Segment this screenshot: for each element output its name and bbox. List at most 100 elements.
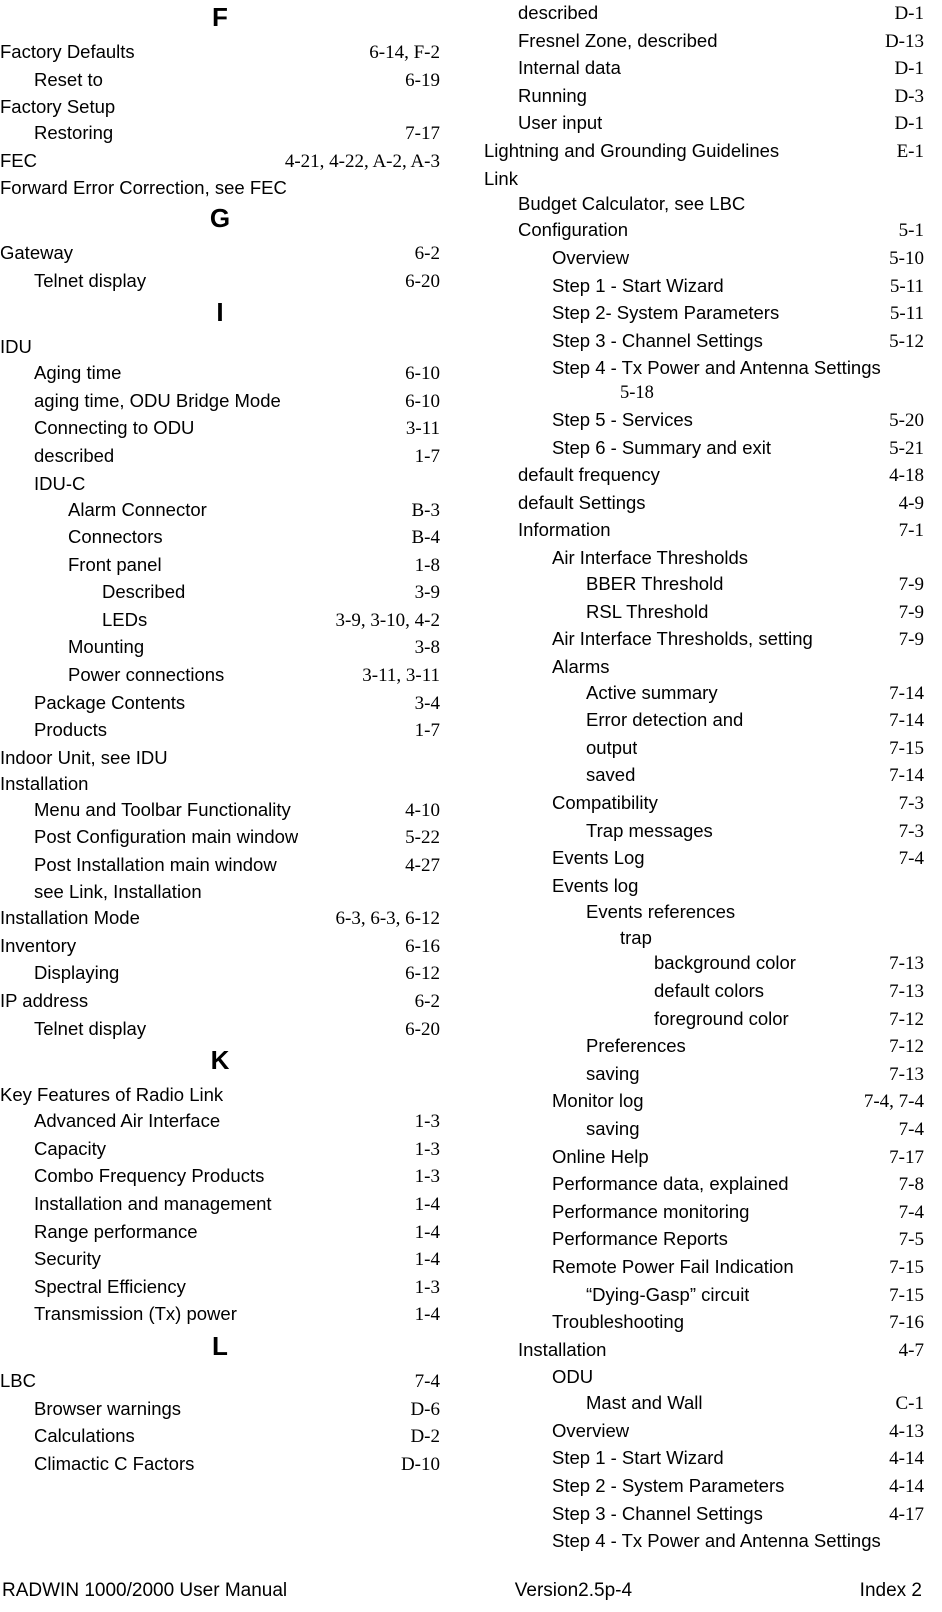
index-entry: output7-15: [484, 735, 924, 763]
index-entry-pageref: 5-12: [879, 329, 924, 356]
index-entry: Step 4 - Tx Power and Antenna Settings: [484, 1528, 924, 1554]
index-entry-pageref: 7-14: [879, 763, 924, 790]
index-entry-label: Capacity: [0, 1136, 106, 1162]
section-letter: F: [0, 2, 440, 33]
index-entry-pageref: 6-2: [405, 989, 440, 1016]
index-entry-pageref: B-4: [402, 525, 441, 552]
index-entry-pageref: 7-4: [405, 1369, 440, 1396]
index-entry-pageref: 6-3, 6-3, 6-12: [326, 906, 440, 933]
index-entry: described1-7: [0, 443, 440, 471]
index-entry: Air Interface Thresholds: [484, 545, 924, 571]
index-entry-label: BBER Threshold: [484, 571, 723, 597]
index-entry-label: Spectral Efficiency: [0, 1274, 186, 1300]
index-entry-label: default frequency: [484, 462, 660, 488]
index-entry-pageref: 7-4: [889, 846, 924, 873]
index-entry-pageref: 6-10: [395, 361, 440, 388]
index-entry-label: Performance monitoring: [484, 1199, 749, 1225]
index-entry: Step 1 - Start Wizard4-14: [484, 1445, 924, 1473]
index-entry-label: Climactic C Factors: [0, 1451, 194, 1477]
index-entry: Front panel1-8: [0, 552, 440, 580]
index-entry-pageref: E-1: [887, 139, 924, 166]
index-entry-label: Step 2- System Parameters: [484, 300, 779, 326]
index-entry-pageref: D-2: [400, 1424, 440, 1451]
index-entry: saved 7-14: [484, 762, 924, 790]
index-entry-label: Telnet display: [0, 268, 146, 294]
index-entry: Information7-1: [484, 517, 924, 545]
index-entry-pageref: 7-15: [879, 1283, 924, 1310]
index-entry-label: Step 3 - Channel Settings: [484, 328, 763, 354]
index-entry-label: Internal data: [484, 55, 621, 81]
index-entry-label: saved: [484, 762, 635, 788]
left-column: FFactory Defaults6-14, F-2Reset to6-19Fa…: [0, 0, 462, 1554]
index-entry: Internal dataD-1: [484, 55, 924, 83]
index-entry-label: Aging time: [0, 360, 121, 386]
index-entry-label: trap: [484, 925, 652, 951]
index-entry: Telnet display6-20: [0, 268, 440, 296]
index-entry: aging time, ODU Bridge Mode6-10: [0, 388, 440, 416]
index-entry-label: described: [484, 0, 598, 26]
index-entry: IDU-C: [0, 471, 440, 497]
index-entry: Step 4 - Tx Power and Antenna Settings: [484, 355, 924, 381]
index-entry-label: Described: [0, 579, 185, 605]
index-entry: Installation and management1-4: [0, 1191, 440, 1219]
index-entry-pageref: 6-16: [395, 934, 440, 961]
index-entry-label: Indoor Unit, see IDU: [0, 745, 168, 771]
index-entry-label: Step 1 - Start Wizard: [484, 273, 724, 299]
index-entry-label: Step 4 - Tx Power and Antenna Settings: [484, 355, 881, 381]
index-entry: Reset to6-19: [0, 67, 440, 95]
index-entry-label: Installation and management: [0, 1191, 272, 1217]
index-entry-label: Step 3 - Channel Settings: [484, 1501, 763, 1527]
index-entry-label: Telnet display: [0, 1016, 146, 1042]
index-entry-label: described: [0, 443, 114, 469]
index-entry-label: Browser warnings: [0, 1396, 181, 1422]
index-entry: ODU: [484, 1364, 924, 1390]
index-entry: Installation4-7: [484, 1337, 924, 1365]
index-entry: Connecting to ODU3-11: [0, 415, 440, 443]
index-entry: Post Configuration main window5-22: [0, 824, 440, 852]
index-entry-label: Forward Error Correction, see FEC: [0, 175, 287, 201]
index-entry: Climactic C FactorsD-10: [0, 1451, 440, 1479]
index-entry-pageref: 1-3: [405, 1164, 440, 1191]
index-entry: Aging time 6-10: [0, 360, 440, 388]
index-entry: Budget Calculator, see LBC: [484, 191, 924, 217]
index-entry-pageref: 4-9: [889, 491, 924, 518]
index-entry: Error detection and7-14: [484, 707, 924, 735]
index-entry-label: Mounting: [0, 634, 144, 660]
index-entry-label: Events log: [484, 873, 638, 899]
index-entry-label: aging time, ODU Bridge Mode: [0, 388, 281, 414]
index-entry: Trap messages7-3: [484, 818, 924, 846]
index-entry: Combo Frequency Products1-3: [0, 1163, 440, 1191]
index-entry-pageref: 7-8: [889, 1172, 924, 1199]
index-entry: Configuration5-1: [484, 217, 924, 245]
index-entry-pageref: 7-9: [889, 600, 924, 627]
index-entry-label: LBC: [0, 1368, 36, 1394]
index-entry-pageref: 1-4: [405, 1302, 440, 1329]
index-entry-pageref: 6-2: [405, 241, 440, 268]
index-entry: Monitor log7-4, 7-4: [484, 1088, 924, 1116]
index-entry-pageref: 7-9: [889, 572, 924, 599]
index-entry-label: Overview: [484, 245, 629, 271]
index-entry-label: Step 5 - Services: [484, 407, 693, 433]
index-entry-pageref: 7-9: [889, 627, 924, 654]
index-entry-pageref: 7-3: [889, 819, 924, 846]
index-entry: Online Help7-17: [484, 1144, 924, 1172]
index-entry: Factory Setup: [0, 94, 440, 120]
index-entry-pageref: 4-21, 4-22, A-2, A-3: [275, 149, 440, 176]
index-entry-pageref: 5-11: [880, 274, 924, 301]
index-entry: Step 5 - Services5-20: [484, 407, 924, 435]
index-entry: Troubleshooting7-16: [484, 1309, 924, 1337]
index-entry-label: Restoring: [0, 120, 113, 146]
index-entry-label: Remote Power Fail Indication: [484, 1254, 794, 1280]
index-entry-label: see Link, Installation: [0, 879, 202, 905]
index-entry-label: Security: [0, 1246, 101, 1272]
index-entry-label: Step 4 - Tx Power and Antenna Settings: [484, 1528, 881, 1554]
index-entry-pageref: 1-4: [405, 1220, 440, 1247]
index-entry-label: Active summary: [484, 680, 718, 706]
section-letter: I: [0, 297, 440, 328]
index-entry-pageref: 4-7: [889, 1338, 924, 1365]
index-entry: Mounting3-8: [0, 634, 440, 662]
index-entry-label: Air Interface Thresholds, setting: [484, 626, 813, 652]
index-entry: Events log: [484, 873, 924, 899]
index-entry-label: Budget Calculator, see LBC: [484, 191, 745, 217]
index-entry-pageref: 3-11: [396, 416, 440, 443]
